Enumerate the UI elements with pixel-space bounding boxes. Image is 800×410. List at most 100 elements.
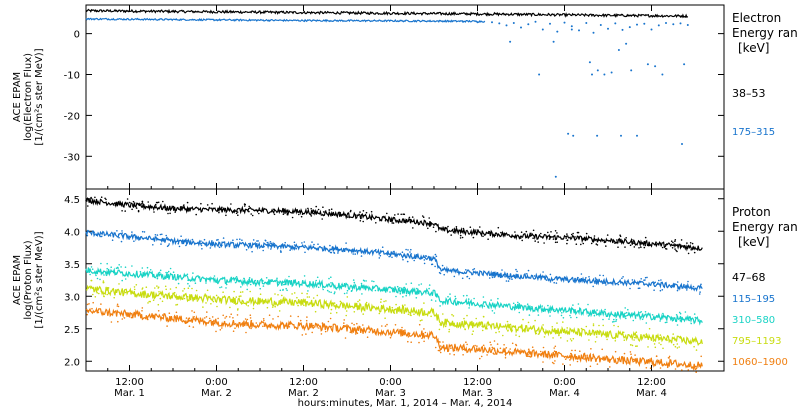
xtick-time-4: 12:00	[463, 377, 492, 388]
point-1-0-120	[566, 233, 568, 235]
point-1-3-180	[156, 285, 158, 287]
point-1-2-256	[694, 316, 697, 319]
point-1-0-225	[444, 226, 447, 229]
point-1-2-107	[526, 309, 528, 311]
point-1-2-219	[219, 286, 221, 289]
point-1-1-222	[687, 280, 689, 283]
scatter-point-13	[585, 22, 588, 24]
point-1-1-133	[409, 251, 411, 253]
point-1-2-177	[315, 279, 318, 282]
point-1-4-224	[356, 332, 359, 335]
point-1-0-141	[556, 241, 558, 243]
point-1-3-173	[380, 298, 382, 301]
point-1-4-166	[668, 355, 671, 358]
point-1-1-24	[545, 279, 548, 281]
point-1-1-80	[680, 285, 683, 288]
point-1-3-127	[235, 296, 238, 298]
point-1-4-86	[222, 322, 224, 325]
point-1-3-249	[241, 291, 244, 293]
point-1-4-84	[553, 350, 556, 353]
point-1-1-38	[638, 287, 641, 290]
point-1-0-125	[124, 210, 126, 212]
point-1-2-132	[418, 284, 420, 286]
point-1-4-237	[576, 360, 579, 363]
point-1-4-76	[609, 366, 611, 368]
point-1-4-125	[406, 334, 409, 337]
point-1-3-92	[133, 286, 136, 288]
point-1-3-148	[566, 340, 569, 342]
point-1-1-248	[582, 279, 584, 281]
point-1-2-41	[678, 311, 681, 314]
point-1-2-34	[604, 313, 607, 315]
point-1-1-235	[461, 277, 464, 280]
point-1-3-108	[210, 298, 212, 300]
point-1-1-259	[511, 278, 513, 281]
point-1-4-247	[130, 316, 133, 319]
point-1-3-126	[296, 296, 298, 299]
point-1-4-9	[437, 349, 440, 352]
point-1-4-201	[540, 352, 543, 355]
point-1-2-133	[528, 314, 531, 316]
point-1-2-99	[216, 281, 218, 284]
point-1-0-69	[617, 241, 619, 243]
point-1-2-37	[613, 320, 615, 323]
point-1-0-117	[365, 211, 368, 214]
point-1-0-51	[120, 203, 123, 205]
point-1-3-17	[676, 347, 679, 349]
scatter-point-20	[636, 23, 638, 26]
point-1-3-205	[630, 344, 632, 346]
point-1-0-129	[566, 242, 568, 245]
point-1-2-57	[467, 298, 470, 300]
point-1-0-220	[394, 214, 396, 216]
point-1-4-7	[188, 317, 191, 320]
point-1-1-29	[152, 244, 154, 246]
point-1-2-18	[514, 308, 516, 311]
point-1-1-130	[156, 234, 159, 236]
point-1-1-243	[540, 275, 543, 278]
point-1-1-131	[159, 233, 162, 236]
point-1-2-250	[283, 283, 285, 286]
point-1-0-43	[440, 227, 443, 230]
point-1-0-222	[461, 231, 463, 233]
ytick-label-0-1: -10	[64, 71, 80, 82]
scatter-point-29	[462, 20, 464, 23]
point-1-3-212	[633, 339, 635, 341]
scatter-point-4	[520, 26, 522, 29]
series-1-3	[85, 284, 703, 346]
point-1-0-257	[384, 219, 387, 222]
series-1-4	[85, 306, 703, 371]
point-1-3-51	[92, 293, 94, 296]
point-1-2-178	[491, 310, 494, 312]
xtick-time-2: 12:00	[289, 377, 318, 388]
point-1-0-80	[455, 226, 458, 228]
point-1-4-133	[92, 301, 94, 304]
point-1-0-167	[248, 205, 250, 208]
point-1-3-22	[659, 338, 661, 341]
point-1-1-114	[293, 244, 296, 246]
point-1-3-75	[481, 329, 484, 332]
point-1-2-251	[575, 316, 578, 319]
point-1-4-70	[681, 369, 683, 371]
point-1-2-97	[103, 274, 105, 276]
point-1-1-191	[248, 243, 250, 245]
point-1-2-78	[230, 277, 233, 280]
point-1-4-101	[401, 326, 403, 329]
point-1-3-8	[676, 343, 679, 345]
point-1-2-33	[248, 277, 251, 279]
point-1-0-185	[206, 204, 209, 206]
point-1-2-6	[621, 311, 623, 313]
point-1-4-258	[493, 353, 495, 355]
point-1-1-221	[439, 272, 442, 275]
point-1-3-194	[306, 292, 308, 295]
point-1-0-143	[631, 238, 633, 241]
point-1-0-35	[412, 227, 414, 229]
point-1-1-44	[673, 283, 675, 285]
point-1-3-24	[100, 290, 102, 292]
point-1-4-4	[407, 340, 409, 343]
point-1-1-45	[417, 254, 419, 256]
point-1-2-236	[177, 282, 180, 285]
point-1-2-95	[625, 317, 627, 320]
point-1-2-227	[624, 312, 626, 315]
point-1-4-10	[480, 355, 483, 358]
point-1-0-158	[687, 252, 690, 255]
